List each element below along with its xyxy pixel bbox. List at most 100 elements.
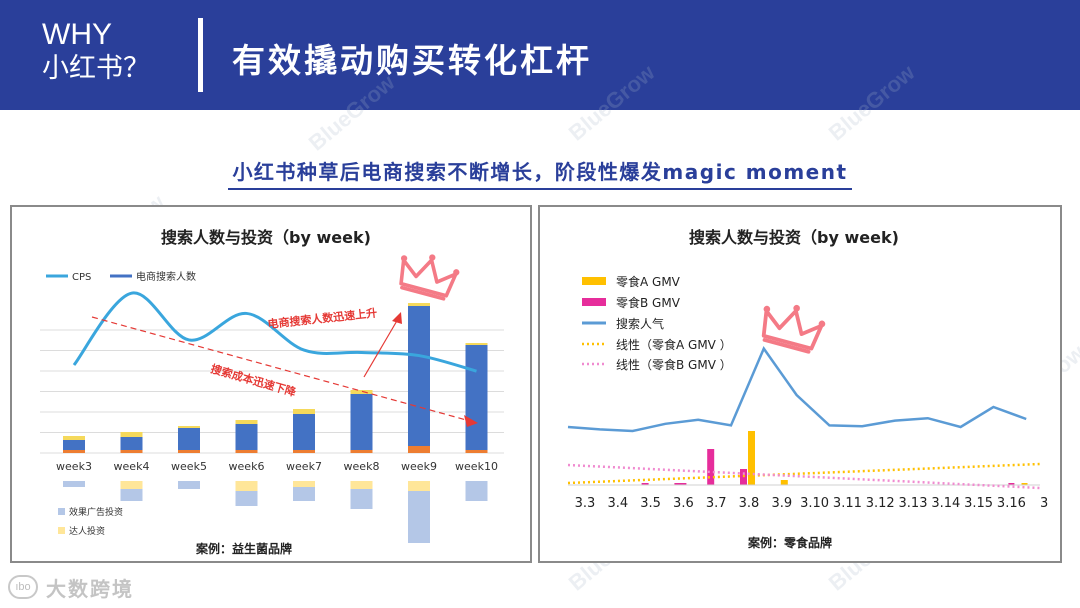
bar-ad-invest (293, 487, 315, 501)
bar-ad-invest (178, 481, 200, 489)
bar-search (293, 414, 315, 450)
bar-base-orange (178, 450, 200, 453)
legend-ad-swatch (58, 508, 65, 515)
bar-creator-invest (408, 481, 430, 491)
x-tick-label: week10 (455, 460, 498, 473)
header-banner: WHY 小红书？ 有效撬动购买转化杠杆 (0, 0, 1080, 110)
chart-probiotic: 搜索人数与投资（by week) CPS 电商搜索人数 week3 week4 week5… (40, 228, 504, 556)
trend-up-arrowhead (392, 312, 402, 324)
chart-title: 搜索人数与投资（by week) (689, 228, 899, 247)
crown-jewel (453, 269, 460, 276)
chart-title: 搜索人数与投资（by week) (161, 228, 371, 247)
legend-search-label: 搜索人气 (616, 316, 664, 331)
why-line-1: WHY (42, 18, 112, 51)
bar-creator-top (235, 420, 258, 424)
x-tick-label: 3.16 (997, 496, 1026, 511)
logo-text: 大数跨境 (46, 576, 134, 601)
bar-search (408, 306, 430, 446)
x-tick-label: 3.11 (833, 496, 862, 511)
chart-snack: 搜索人数与投资（by week) 零食A GMV 零食B GMV 搜索人气线性（零食A… (567, 228, 1048, 550)
bar-search (350, 394, 373, 450)
bar-snack-a (748, 431, 755, 485)
x-tick-label: week8 (344, 460, 380, 473)
why-label: WHY 小红书？ (42, 18, 150, 86)
legend-snack-b-label: 零食B GMV (616, 295, 681, 310)
crown-icon (761, 304, 826, 354)
legend-snack-b-swatch (582, 298, 606, 306)
bar-base-orange (293, 450, 315, 453)
bar-creator-invest (293, 481, 315, 487)
x-tick-label: week4 (114, 460, 150, 473)
x-tick-label: 3.15 (964, 496, 993, 511)
x-tick-label: 3 (1040, 496, 1048, 511)
bar-creator-invest (235, 481, 258, 491)
bar-creator-top (120, 432, 143, 437)
bar-ad-invest (63, 481, 85, 487)
bar-ad-invest (120, 489, 143, 501)
legend-snack-a-label: 零食A GMV (616, 274, 681, 289)
annotation-search-up: 电商搜索人数迅速上升 (267, 306, 378, 331)
x-tick-label: 3.14 (931, 496, 960, 511)
bar-small-marker (1021, 483, 1028, 485)
bar-creator-top (465, 343, 488, 345)
legend-snack-a-swatch (582, 277, 606, 285)
bar-snack-b (641, 483, 649, 485)
legend-trend-a-label: 线性（零食A GMV ） (616, 337, 732, 352)
x-tick-label: 3.12 (866, 496, 895, 511)
crown-outline (761, 309, 824, 351)
bar-base-orange (120, 450, 143, 453)
x-tick-label: week7 (286, 460, 322, 473)
chart-caption: 案例：零食品牌 (747, 535, 832, 550)
subtitle-text: 小红书种草后电商搜索不断增长，阶段性爆发magic moment (228, 156, 852, 190)
x-tick-label: week3 (56, 460, 92, 473)
bar-ad-invest (235, 491, 258, 506)
bar-search (120, 437, 143, 450)
x-tick-label: week5 (171, 460, 207, 473)
bar-ad-invest (408, 491, 430, 543)
legend-search-label: 电商搜索人数 (136, 270, 196, 283)
trend-up-line (363, 318, 399, 378)
legend-ad-label: 效果广告投资 (69, 506, 123, 518)
bar-snack-b (674, 483, 682, 485)
x-tick-label: 3.13 (899, 496, 928, 511)
x-tick-label: 3.10 (800, 496, 829, 511)
footer-logo: ıbo 大数跨境 (8, 574, 134, 601)
bar-snack-a (780, 480, 788, 485)
crown-icon (399, 254, 460, 301)
bar-creator-top (350, 390, 373, 394)
bar-base-orange (408, 446, 430, 453)
crown-base (762, 338, 811, 354)
bar-creator-top (63, 436, 85, 440)
bar-search (235, 424, 258, 450)
x-tick-label: 3.6 (673, 496, 694, 511)
trend-a-line (567, 462, 1041, 485)
x-tick-label: week9 (401, 460, 437, 473)
bar-creator-invest (350, 481, 373, 489)
bar-creator-top (408, 303, 430, 306)
bar-base-orange (465, 450, 488, 453)
why-line-2: 小红书？ (42, 53, 150, 84)
crown-jewel (818, 320, 826, 328)
crown-base (400, 285, 446, 301)
bar-creator-top (178, 426, 200, 428)
bar-small-marker (680, 483, 687, 485)
bar-ad-invest (465, 481, 488, 501)
bar-creator-invest (120, 481, 143, 489)
trend-b-line (567, 463, 1041, 490)
trend-down-arrowhead (464, 415, 478, 427)
x-tick-label: 3.3 (575, 496, 596, 511)
legend-trend-b-label: 线性（零食B GMV ） (616, 357, 732, 372)
bar-base-orange (235, 450, 258, 453)
x-tick-label: 3.9 (771, 496, 792, 511)
crown-jewel (429, 254, 436, 261)
logo-mark-icon: ıbo (8, 575, 38, 599)
crown-jewel (793, 304, 800, 312)
bar-base-orange (350, 450, 373, 453)
x-tick-label: 3.8 (739, 496, 760, 511)
chart-panel-probiotic: 搜索人数与投资（by week) CPS 电商搜索人数 week3 week4 week5… (10, 205, 532, 563)
bar-small-marker (1008, 483, 1015, 485)
bar-ad-invest (350, 489, 373, 509)
bar-search (63, 440, 85, 450)
chart-caption: 案例：益生菌品牌 (195, 541, 292, 556)
legend-creator-label: 达人投资 (69, 525, 105, 537)
